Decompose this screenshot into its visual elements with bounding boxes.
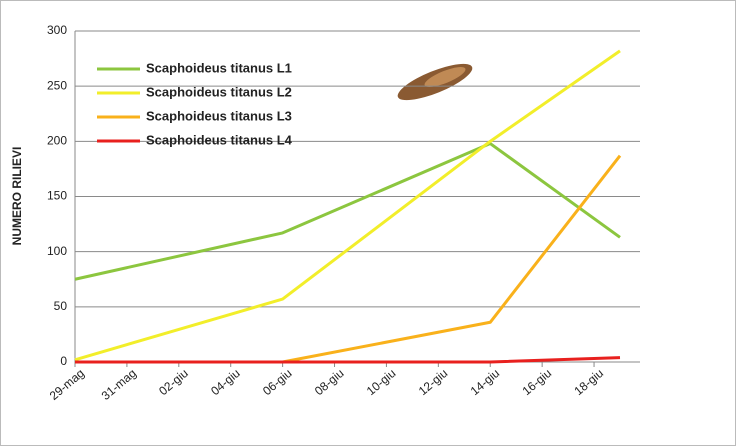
y-tick-label: 0 [60, 354, 67, 368]
series-line [75, 356, 621, 364]
legend-text: Scaphoideus titanus L2 [146, 84, 292, 99]
legend-text: Scaphoideus titanus L4 [146, 132, 293, 147]
y-tick-label: 50 [54, 299, 68, 313]
series-line [74, 142, 621, 281]
series-line [74, 49, 621, 362]
legend-text: Scaphoideus titanus L1 [146, 60, 292, 75]
y-axis-label: NUMERO RILIEVI [10, 147, 24, 246]
y-tick-label: 250 [47, 78, 67, 92]
y-tick-label: 150 [47, 189, 67, 203]
legend-text: Scaphoideus titanus L3 [146, 108, 292, 123]
insect-icon [397, 63, 473, 101]
y-tick-label: 100 [47, 244, 67, 258]
y-tick-label: 300 [47, 23, 67, 37]
y-tick-label: 200 [47, 134, 67, 148]
